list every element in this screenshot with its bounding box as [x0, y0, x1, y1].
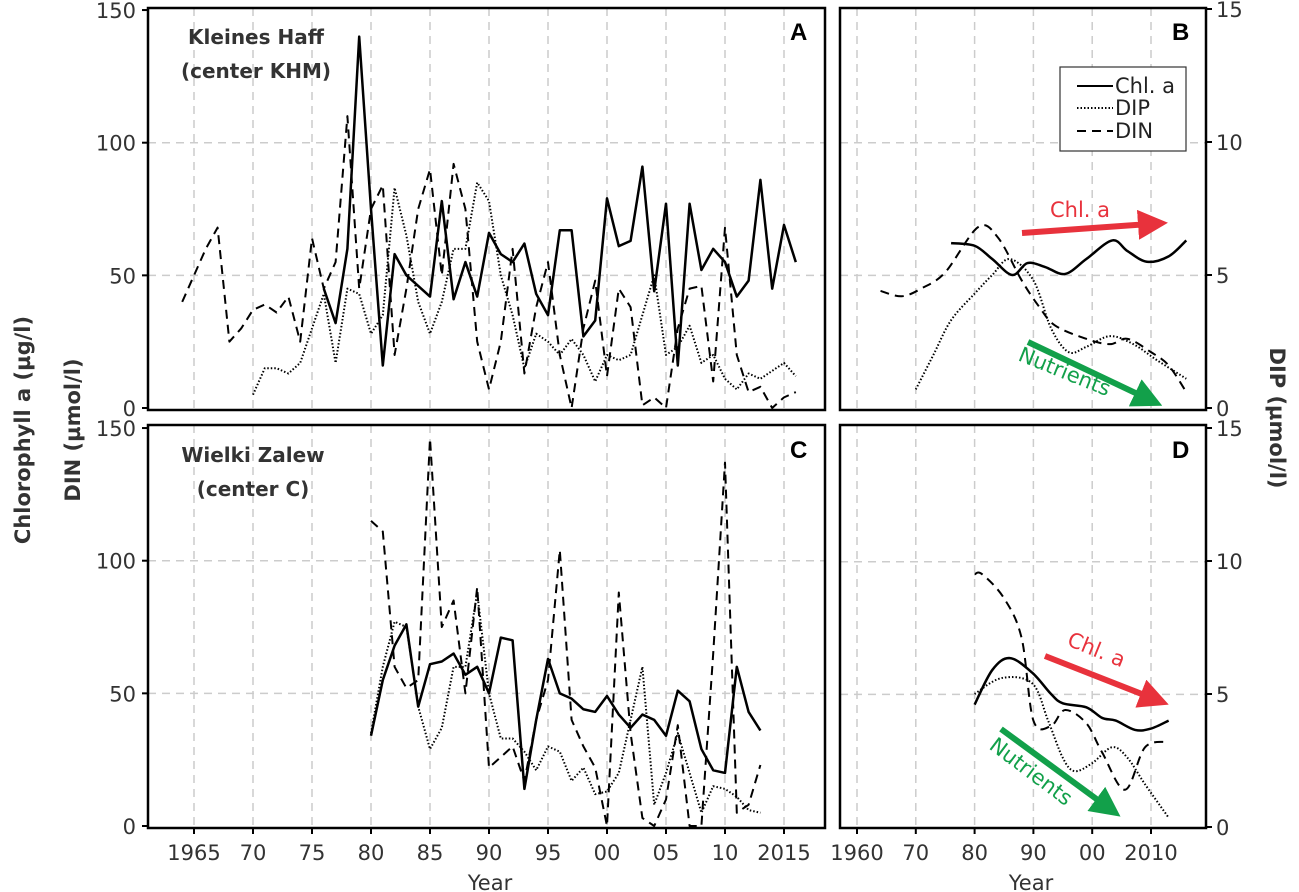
x-tick-label: 95 — [535, 841, 562, 865]
panel-label-c: C — [790, 437, 807, 464]
panel-a-frame — [146, 6, 827, 412]
gridlines — [148, 8, 1206, 828]
site-subtitle-a: (center KHM) — [181, 59, 331, 83]
nutrients-arrow-label-b: Nutrients — [1015, 342, 1114, 401]
series-c-chla — [369, 623, 762, 791]
chl-arrow-d — [1043, 653, 1169, 708]
x-tick-label: 00 — [594, 841, 621, 865]
y2-axis-label-dip: DIP (µmol/l) — [1265, 348, 1289, 489]
y-tick-label: 100 — [96, 132, 136, 156]
y-tick-label: 0 — [123, 397, 136, 421]
series-c-din — [370, 437, 762, 827]
x-axis-label-left: Year — [467, 871, 513, 892]
y2-tick-label: 10 — [1216, 131, 1243, 155]
series-d-chla — [973, 656, 1170, 732]
panel-label-a: A — [790, 19, 807, 46]
series-lines — [181, 35, 1188, 827]
x-axis-label-right: Year — [1008, 871, 1054, 892]
series-d-dip — [974, 676, 1170, 819]
series-b-din — [880, 224, 1188, 393]
x-tick-label: 90 — [476, 841, 503, 865]
nutrients-arrow-b — [1026, 339, 1163, 407]
series-d-din — [974, 571, 1169, 791]
panel-d-frame — [838, 423, 1208, 830]
y-tick-label: 0 — [123, 815, 136, 839]
legend-label-chl: Chl. a — [1115, 74, 1175, 98]
x-tick-label: 10 — [712, 841, 739, 865]
y2-tick-label: 0 — [1216, 816, 1229, 840]
series-b-dip — [914, 258, 1187, 390]
legend-label-dip: DIP — [1115, 96, 1150, 120]
site-title-c: Wielki Zalew — [181, 443, 324, 467]
nutrients-arrow-d — [999, 726, 1121, 817]
y2-tick-label: 5 — [1216, 264, 1229, 288]
x-tick-label: 00 — [1079, 841, 1106, 865]
x-tick-label: 70 — [240, 841, 267, 865]
y-axis-label-chl: Chlorophyll a (µg/l) — [11, 316, 35, 544]
series-b-chla — [950, 239, 1188, 277]
x-tick-label: 1965 — [167, 841, 220, 865]
series-a-dip — [252, 181, 797, 396]
y2-tick-label: 15 — [1216, 417, 1243, 441]
x-tick-label: 80 — [961, 841, 988, 865]
x-tick-label: 80 — [358, 841, 385, 865]
x-tick-label: 2010 — [1124, 841, 1177, 865]
y-axis-label-din: DIN (µmol/l) — [61, 358, 85, 501]
panel-label-b: B — [1172, 19, 1189, 46]
site-title-a: Kleines Haff — [188, 25, 325, 49]
y2-tick-label: 10 — [1216, 550, 1243, 574]
chl-arrow-b — [1021, 209, 1168, 240]
trend-arrows: Chl. a Nutrients Chl. a Nutrients — [985, 198, 1169, 817]
y-tick-label: 50 — [109, 264, 136, 288]
legend-label-din: DIN — [1115, 119, 1153, 143]
y-tick-label: 150 — [96, 417, 136, 441]
x-tick-label: 1960 — [830, 841, 883, 865]
x-tick-label: 75 — [299, 841, 326, 865]
y2-tick-label: 5 — [1216, 683, 1229, 707]
panel-frames — [146, 6, 1208, 830]
y-tick-label: 100 — [96, 550, 136, 574]
panel-b-frame — [838, 6, 1208, 412]
site-subtitle-c: (center C) — [197, 477, 310, 501]
y2-tick-label: 15 — [1216, 0, 1243, 22]
series-a-din — [181, 115, 797, 409]
panel-c-frame — [146, 423, 827, 830]
y-tick-label: 50 — [109, 682, 136, 706]
chl-arrow-label-b: Chl. a — [1050, 198, 1110, 222]
y-tick-label: 150 — [96, 0, 136, 23]
y2-tick-label: 0 — [1216, 397, 1229, 421]
legend: Chl. a DIP DIN — [1059, 66, 1187, 152]
x-tick-label: 05 — [653, 841, 680, 865]
x-tick-label: 90 — [1020, 841, 1047, 865]
series-a-chla — [322, 35, 797, 367]
x-tick-label: 70 — [902, 841, 929, 865]
x-tick-label: 85 — [417, 841, 444, 865]
series-c-dip — [370, 591, 761, 814]
x-tick-label: 2015 — [757, 841, 810, 865]
panel-label-d: D — [1172, 437, 1189, 464]
